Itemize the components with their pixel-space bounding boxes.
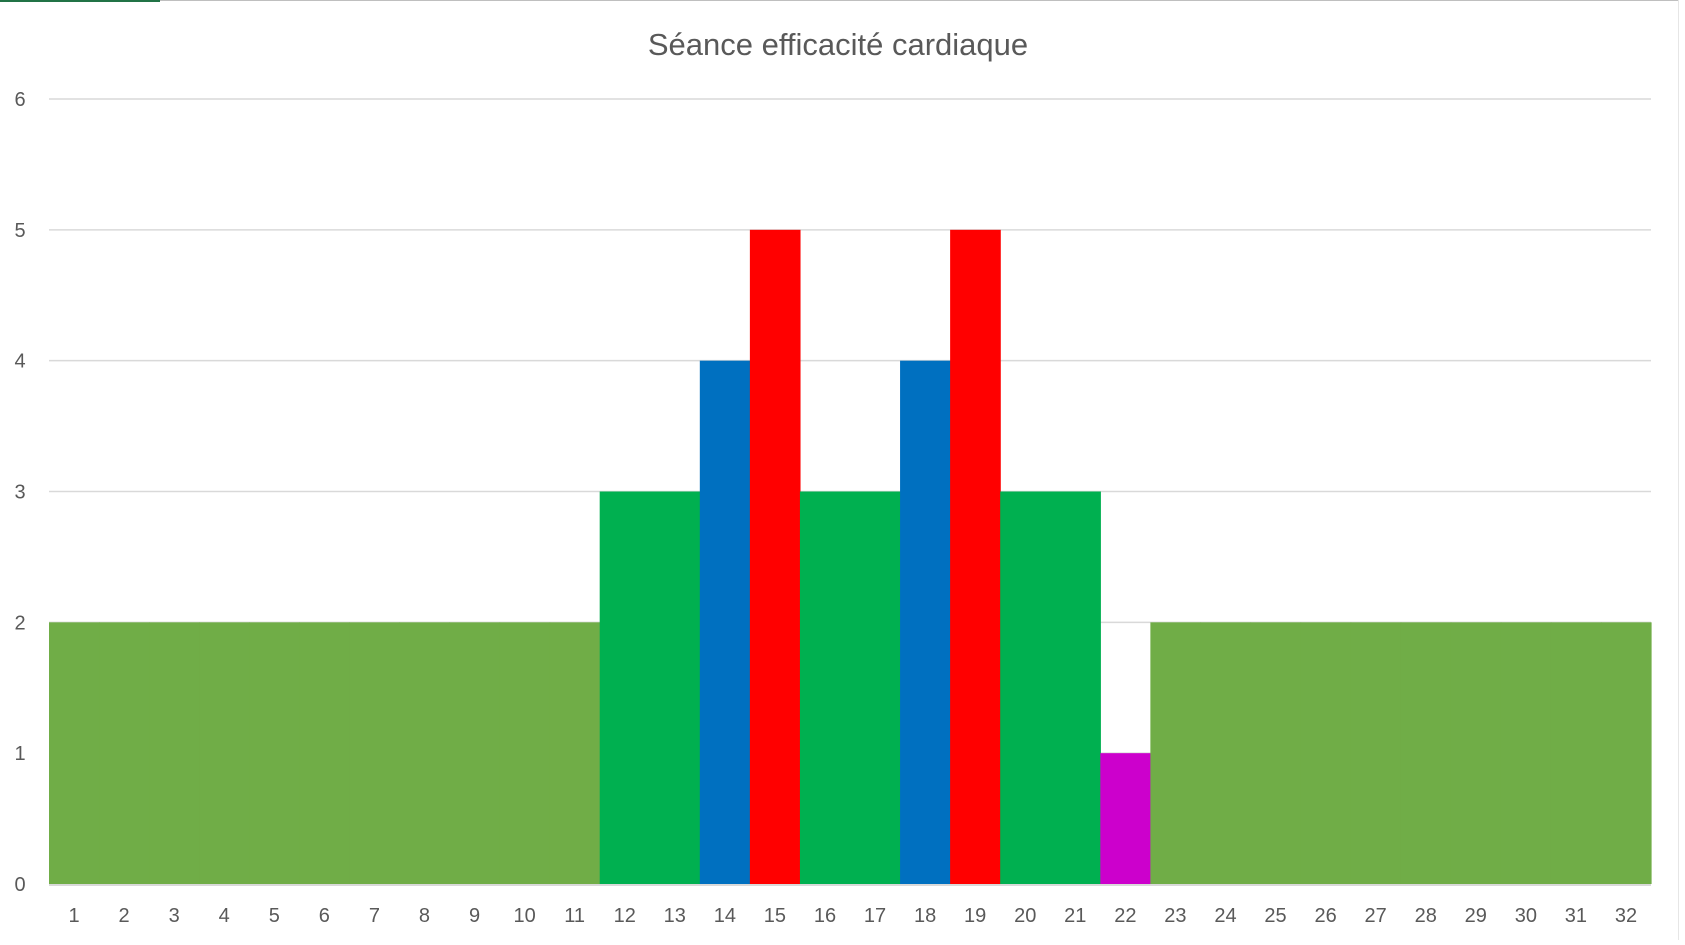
bar-27[interactable]: [1350, 622, 1402, 884]
x-tick-label: 29: [1465, 905, 1487, 927]
x-tick-label: 17: [864, 905, 886, 927]
bar-18[interactable]: [900, 360, 951, 885]
bar-2[interactable]: [99, 622, 150, 884]
x-tick-label: 22: [1114, 905, 1136, 927]
x-tick-label: 23: [1164, 905, 1186, 927]
chart-title: Séance efficacité cardiaque: [648, 27, 1028, 62]
bar-23[interactable]: [1150, 622, 1202, 884]
bar-3[interactable]: [149, 622, 200, 884]
bar-14[interactable]: [699, 360, 751, 885]
x-tick-label: 26: [1314, 905, 1336, 927]
bar-28[interactable]: [1400, 622, 1452, 884]
x-tick-label: 19: [964, 905, 986, 927]
x-tick-label: 2: [119, 905, 130, 927]
bar-13[interactable]: [649, 491, 701, 885]
x-tick-label: 20: [1014, 905, 1036, 927]
y-tick-label: 2: [14, 612, 25, 634]
bar-19[interactable]: [950, 229, 1001, 885]
bar-24[interactable]: [1200, 622, 1252, 884]
x-axis-tick-labels: 1 2 3 4 5 6 7 8 9 10 11 12 13 14 15 16 17 18 19 20 21 22 23 24 2…: [68, 905, 1637, 927]
x-tick-label: 14: [714, 905, 736, 927]
bar-25[interactable]: [1250, 622, 1302, 884]
x-tick-label: 25: [1264, 905, 1286, 927]
bar-9[interactable]: [449, 622, 501, 884]
bar-5[interactable]: [249, 622, 300, 884]
bar-17[interactable]: [850, 491, 901, 885]
y-tick-label: 6: [14, 89, 25, 111]
bars: [49, 229, 1652, 885]
x-tick-label: 8: [419, 905, 430, 927]
y-tick-label: 5: [14, 220, 25, 242]
x-tick-label: 15: [764, 905, 786, 927]
x-tick-label: 18: [914, 905, 936, 927]
x-tick-label: 1: [68, 905, 79, 927]
bar-29[interactable]: [1450, 622, 1502, 884]
sheet-right-edge: [1678, 0, 1685, 940]
x-tick-label: 6: [319, 905, 330, 927]
x-tick-label: 30: [1515, 905, 1537, 927]
bar-21[interactable]: [1050, 491, 1101, 885]
bar-4[interactable]: [199, 622, 250, 884]
x-tick-label: 3: [169, 905, 180, 927]
bar-22[interactable]: [1100, 753, 1151, 884]
x-tick-label: 24: [1214, 905, 1236, 927]
y-axis-tick-labels: 0 1 2 3 4 5 6: [14, 89, 25, 896]
bar-12[interactable]: [599, 491, 651, 885]
x-tick-label: 11: [564, 905, 585, 927]
bar-11[interactable]: [549, 622, 601, 884]
bar-16[interactable]: [799, 491, 851, 885]
y-tick-label: 1: [14, 743, 25, 765]
bar-10[interactable]: [499, 622, 551, 884]
x-tick-label: 4: [219, 905, 230, 927]
y-tick-label: 3: [14, 482, 25, 504]
sheet-top-border: [0, 0, 1685, 1]
x-tick-label: 13: [664, 905, 686, 927]
x-tick-label: 9: [469, 905, 480, 927]
bar-6[interactable]: [299, 622, 350, 884]
x-tick-label: 32: [1615, 905, 1637, 927]
bar-30[interactable]: [1500, 622, 1552, 884]
x-tick-label: 28: [1415, 905, 1437, 927]
x-tick-label: 16: [814, 905, 836, 927]
y-tick-label: 4: [14, 351, 25, 373]
x-tick-label: 31: [1565, 905, 1587, 927]
bar-1[interactable]: [49, 622, 100, 884]
bar-32[interactable]: [1600, 622, 1652, 884]
x-tick-label: 21: [1064, 905, 1086, 927]
bar-15[interactable]: [749, 229, 801, 885]
bar-20[interactable]: [1000, 491, 1051, 885]
y-tick-label: 0: [14, 874, 25, 896]
selection-accent: [0, 0, 160, 2]
bar-7[interactable]: [349, 622, 401, 884]
bar-26[interactable]: [1300, 622, 1352, 884]
bar-8[interactable]: [399, 622, 451, 884]
bar-31[interactable]: [1550, 622, 1602, 884]
x-tick-label: 5: [269, 905, 280, 927]
x-tick-label: 12: [614, 905, 636, 927]
x-tick-label: 7: [369, 905, 380, 927]
x-tick-label: 10: [513, 905, 535, 927]
x-tick-label: 27: [1365, 905, 1387, 927]
